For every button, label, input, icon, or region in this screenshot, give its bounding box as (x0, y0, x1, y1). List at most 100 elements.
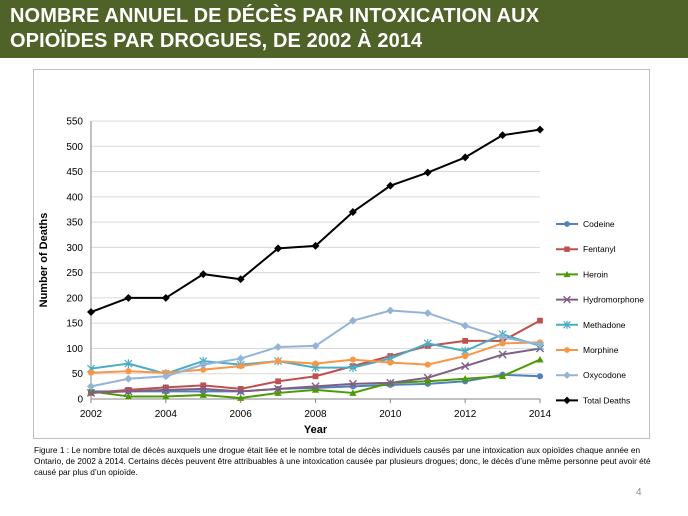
data-point-heroin (311, 386, 320, 393)
legend-label: Methadone (583, 320, 626, 330)
y-tick-label: 50 (72, 369, 84, 380)
data-point-heroin (536, 355, 544, 363)
data-point-heroin (274, 389, 282, 396)
y-tick-label: 500 (66, 142, 83, 153)
data-point-fentanyl (275, 378, 281, 385)
data-point-hydromorphone (461, 362, 470, 371)
legend-marker (564, 246, 570, 252)
data-point-morphine (312, 360, 319, 367)
series-heroin (87, 355, 544, 401)
series-oxycodone (87, 306, 544, 391)
data-point-oxycodone (536, 340, 544, 349)
legend-entry-fentanyl: Fentanyl (556, 244, 616, 254)
data-point-oxycodone (423, 309, 432, 318)
slide-title: NOMBRE ANNUEL DE DÉCÈS PAR INTOXICATION … (10, 5, 540, 52)
y-tick-label: 350 (66, 218, 83, 229)
data-point-hydromorphone (386, 378, 395, 387)
legend-label: Hydromorphone (583, 295, 644, 305)
legend-entry-methadone: Methadone (556, 320, 626, 330)
legend-entry-morphine: Morphine (556, 345, 619, 355)
data-point-hydromorphone (498, 350, 507, 359)
y-axis-title: Number of Deaths (38, 213, 50, 308)
legend-marker (563, 396, 571, 405)
legend-entry-total-deaths: Total Deaths (556, 395, 630, 405)
data-point-total-deaths (498, 131, 507, 140)
data-point-total-deaths (423, 168, 432, 177)
x-tick-label: 2014 (529, 409, 552, 420)
data-point-total-deaths (124, 293, 133, 302)
data-point-heroin (424, 377, 432, 385)
x-tick-label: 2006 (230, 409, 253, 420)
y-tick-label: 200 (66, 293, 83, 304)
legend-entry-heroin: Heroin (556, 269, 608, 279)
y-tick-label: 450 (66, 167, 83, 178)
legend-label: Fentanyl (583, 244, 616, 254)
data-point-total-deaths (348, 208, 357, 216)
figure-caption: Figure 1 : Le nombre total de décès auxq… (34, 445, 651, 477)
y-tick-label: 150 (66, 319, 83, 330)
data-point-heroin (162, 392, 170, 400)
x-tick-label: 2008 (304, 409, 327, 420)
data-point-oxycodone (124, 374, 133, 383)
x-tick-label: 2012 (454, 409, 477, 420)
series-line-fentanyl (90, 319, 541, 394)
y-tick-label: 100 (66, 344, 83, 355)
data-point-methadone (124, 359, 133, 368)
data-point-morphine (125, 368, 132, 375)
legend-entry-hydromorphone: Hydromorphone (556, 295, 644, 305)
y-tick-label: 300 (66, 243, 83, 254)
data-point-heroin (124, 392, 133, 400)
data-point-total-deaths (236, 275, 245, 284)
data-point-morphine (424, 361, 431, 368)
data-point-oxycodone (274, 342, 283, 351)
data-point-heroin (237, 394, 245, 401)
data-point-morphine (349, 356, 356, 363)
data-point-total-deaths (311, 241, 320, 250)
legend-marker (563, 320, 571, 329)
line-chart: 0 50 100 150 200 250 300 350 400 450 500 550 2002 200… (38, 117, 644, 437)
legend-label: Oxycodone (583, 370, 626, 380)
data-point-morphine (237, 363, 244, 370)
data-point-morphine (387, 359, 394, 366)
legend-marker (564, 221, 570, 227)
title-bar: NOMBRE ANNUEL DE DÉCÈS PAR INTOXICATION … (0, 0, 688, 58)
x-tick-label: 2004 (155, 409, 178, 420)
data-point-fentanyl (200, 382, 207, 389)
chart-frame: 0 50 100 150 200 250 300 350 400 450 500 550 2002 200… (33, 69, 650, 439)
legend-label: Total Deaths (583, 395, 630, 405)
data-point-oxycodone (87, 382, 95, 391)
data-point-oxycodone (236, 354, 245, 363)
data-point-hydromorphone (273, 384, 283, 393)
data-point-morphine (275, 358, 282, 365)
data-point-oxycodone (311, 341, 320, 350)
x-axis-title: Year (304, 424, 328, 436)
data-point-hydromorphone (161, 385, 170, 394)
data-point-total-deaths (87, 308, 95, 317)
data-point-oxycodone (199, 360, 208, 369)
data-point-hydromorphone (423, 373, 432, 382)
page-number: 4 (636, 487, 642, 498)
data-point-hydromorphone (311, 382, 320, 391)
data-point-oxycodone (161, 372, 170, 381)
data-point-hydromorphone (86, 388, 96, 398)
data-point-total-deaths (461, 153, 470, 162)
series-methadone (86, 329, 545, 379)
data-point-codeine (536, 373, 544, 380)
data-point-fentanyl (237, 386, 244, 392)
data-point-oxycodone (348, 316, 357, 325)
data-point-hydromorphone (124, 387, 133, 396)
legend-label: Codeine (583, 219, 615, 229)
y-tick-label: 0 (77, 395, 83, 406)
data-point-morphine (200, 366, 207, 373)
legend-label: Morphine (583, 345, 619, 355)
data-point-heroin (349, 389, 357, 396)
series-line-total-deaths (90, 128, 541, 313)
data-point-fentanyl (312, 373, 319, 380)
legend-marker (564, 347, 570, 353)
data-point-fentanyl (162, 384, 169, 391)
legend-label: Heroin (583, 269, 608, 279)
data-point-methadone (423, 339, 432, 348)
y-tick-label: 250 (66, 268, 83, 279)
legend-entry-oxycodone: Oxycodone (556, 370, 626, 380)
data-point-total-deaths (386, 181, 395, 190)
